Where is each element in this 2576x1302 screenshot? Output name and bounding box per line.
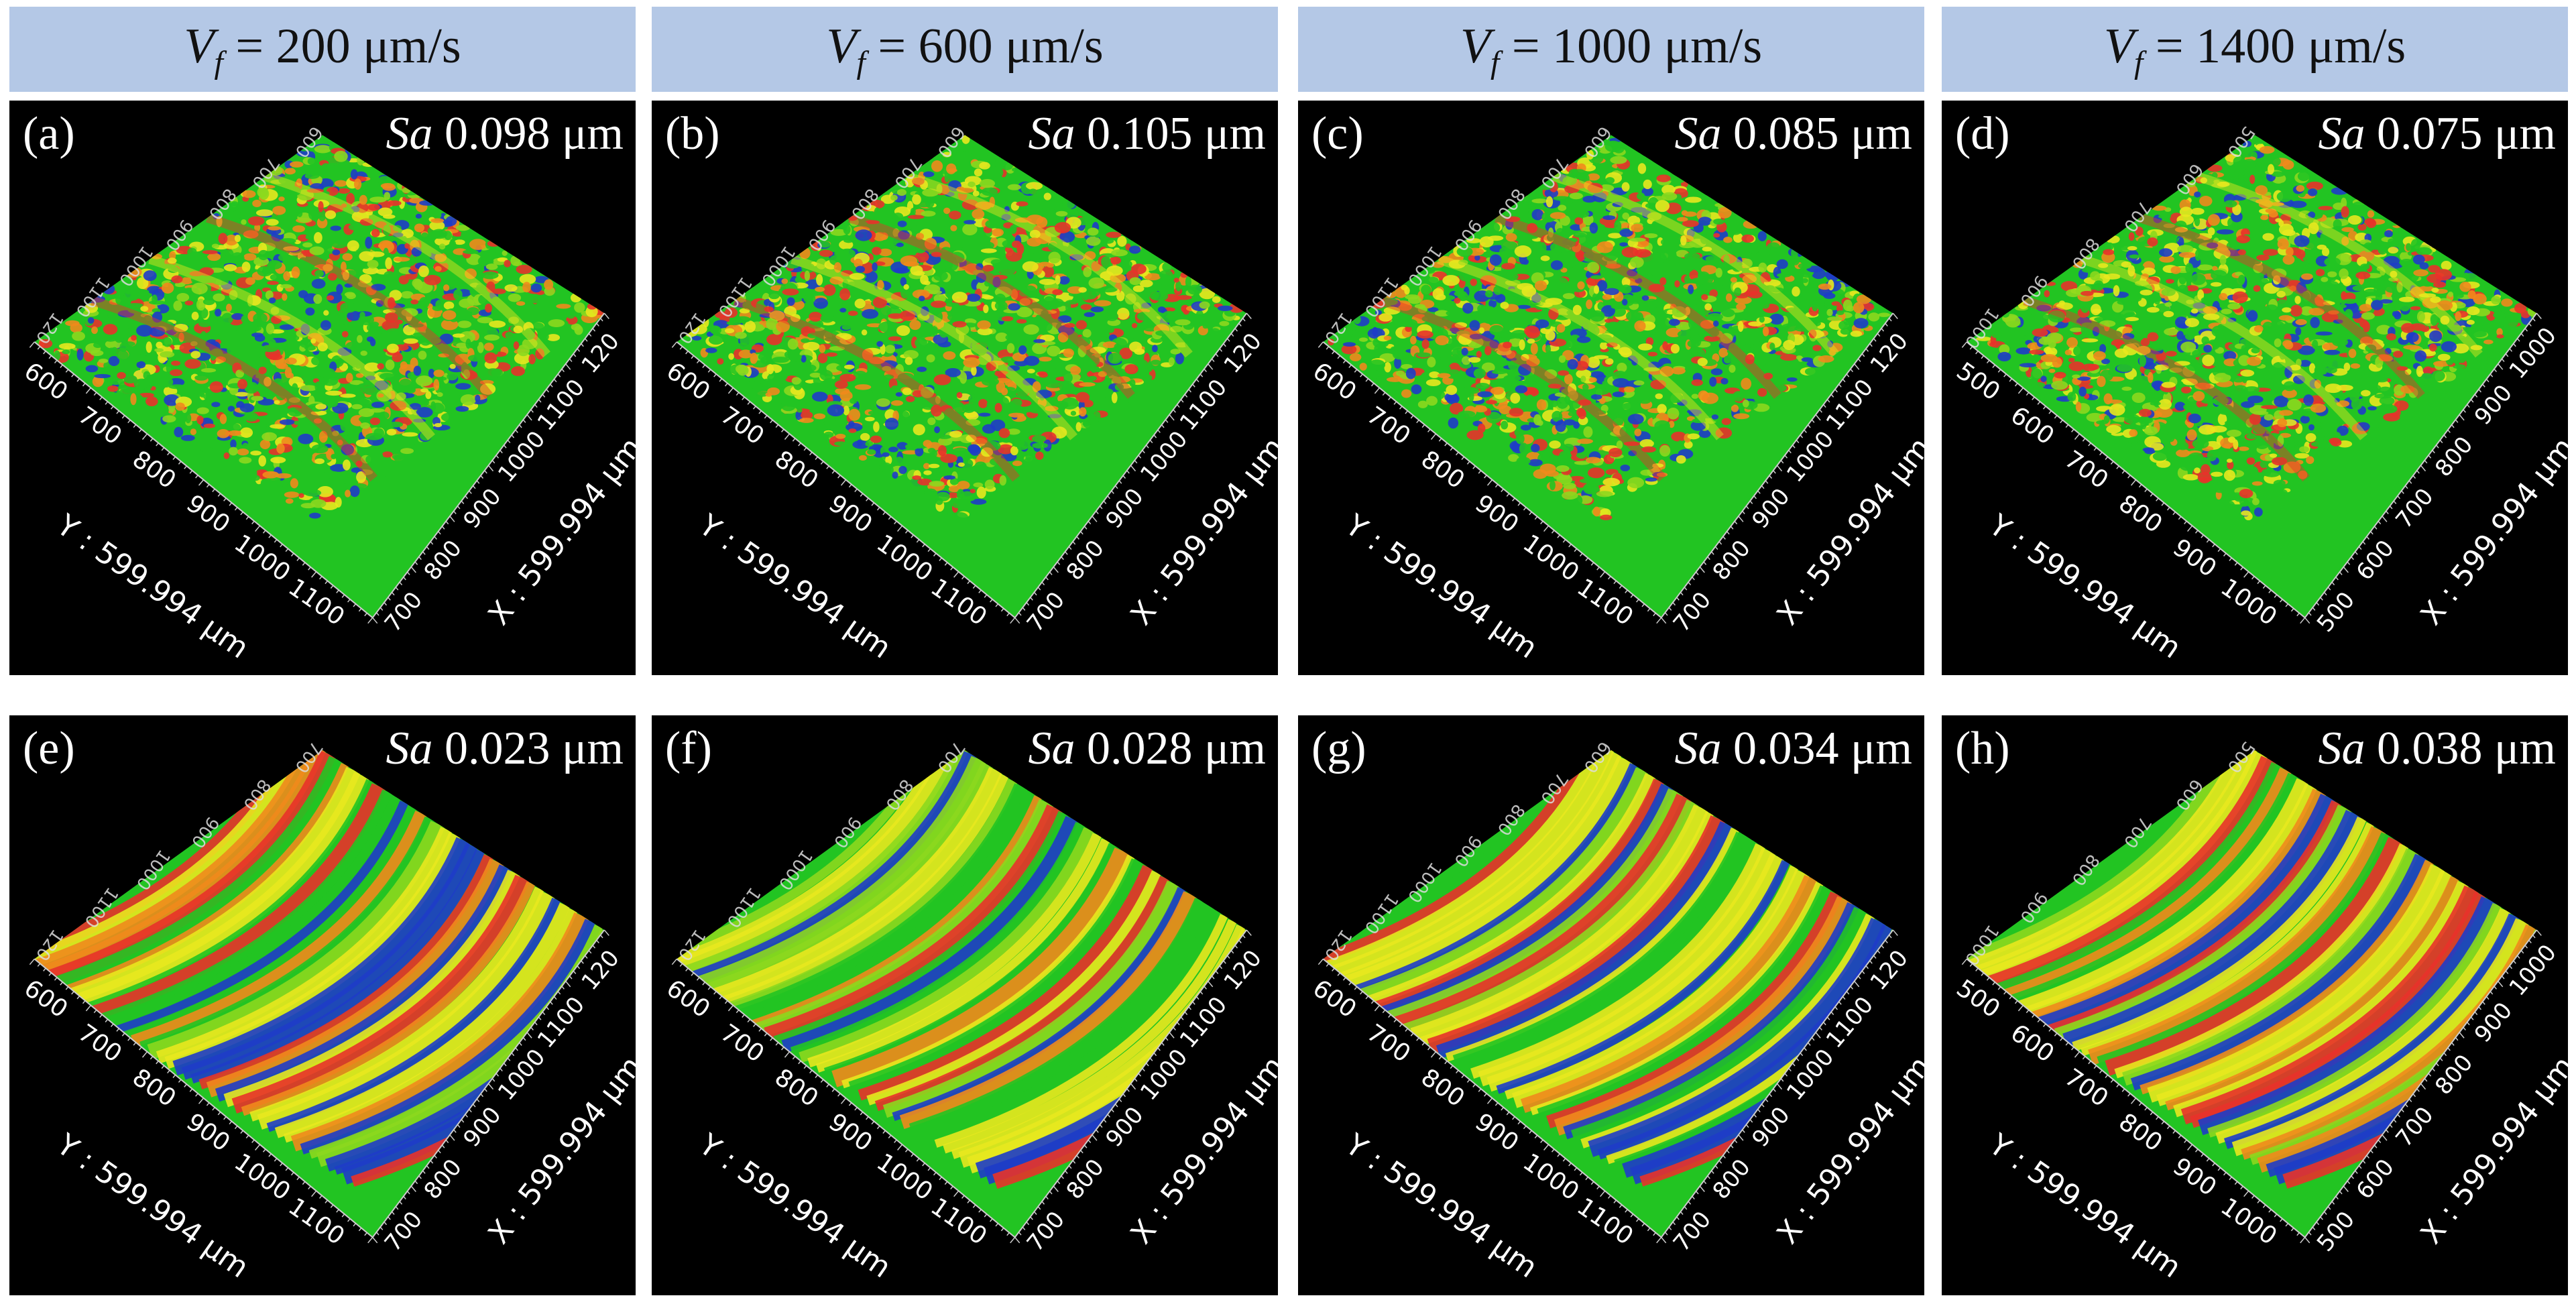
column-header-1: Vf = 200 μm/s [9,7,636,92]
sa-value: Sa 0.028 μm [1028,723,1266,774]
surface-panel-g: 600 700 800 900 1000 1100 700 800 900 1000 1100 120… [1298,715,1924,1295]
surface-panel-f: 600 700 800 900 1000 1100 700 800 900 1000 1100 120… [652,715,1278,1295]
sa-value: Sa 0.075 μm [2318,108,2556,160]
panel-label: (d) [1955,108,2010,160]
panel-label: (h) [1955,723,2010,774]
panel-label: (a) [23,108,75,160]
sa-value: Sa 0.038 μm [2318,723,2556,774]
surface-panel-e: 600 700 800 900 1000 1100 700 800 900 1000 1100 120… [9,715,636,1295]
surface-texture [677,135,1247,618]
surface-panel-a: 600 700 800 900 1000 1100 700 800 900 1000 1100 120… [9,101,636,675]
panel-label: (f) [665,723,712,774]
surface-texture [34,750,605,1238]
sa-value: Sa 0.098 μm [386,108,624,160]
column-header-3: Vf = 1000 μm/s [1298,7,1924,92]
sa-value: Sa 0.105 μm [1028,108,1266,160]
panel-label: (c) [1311,108,1364,160]
column-header-4: Vf = 1400 μm/s [1942,7,2568,92]
panel-label: (b) [665,108,720,160]
y-axis-title: Y : 599.994 μm [50,1127,255,1285]
surface-texture [34,135,605,618]
sa-value: Sa 0.034 μm [1674,723,1912,774]
surface-panel-h: 500 600 700 800 900 1000 500 600 700 800 900 1000 10… [1942,715,2568,1295]
surface-texture [1967,135,2537,618]
surface-panel-c: 600 700 800 900 1000 1100 700 800 900 1000 1100 120… [1298,101,1924,675]
panel-label: (e) [23,723,75,774]
surface-texture [1323,135,1893,618]
y-axis-title: Y : 599.994 μm [693,1127,898,1285]
surface-panel-d: 500 600 700 800 900 1000 500 600 700 800 900 1000 10… [1942,101,2568,675]
surface-panel-b: 600 700 800 900 1000 1100 700 800 900 1000 1100 120… [652,101,1278,675]
y-axis-title: Y : 599.994 μm [1339,1127,1544,1285]
column-header-2: Vf = 600 μm/s [652,7,1278,92]
sa-value: Sa 0.085 μm [1674,108,1912,160]
sa-value: Sa 0.023 μm [386,723,624,774]
y-axis-title: Y : 599.994 μm [1983,1127,2188,1285]
y-axis-edge [676,341,1016,619]
panel-label: (g) [1311,723,1366,774]
